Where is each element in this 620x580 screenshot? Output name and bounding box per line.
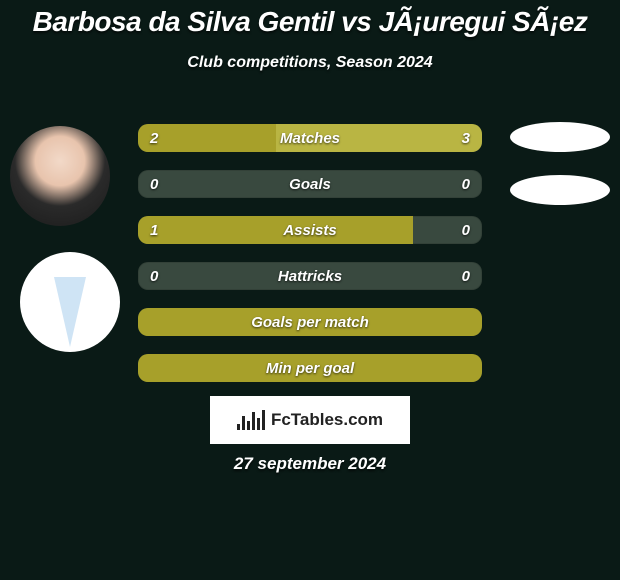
stat-label: Goals per match	[138, 308, 482, 336]
stat-row: 10Assists	[138, 216, 482, 244]
subtitle: Club competitions, Season 2024	[0, 54, 620, 72]
logo-text: FcTables.com	[271, 410, 383, 430]
comparison-card: Barbosa da Silva Gentil vs JÃ¡uregui SÃ¡…	[0, 0, 620, 580]
stat-label: Min per goal	[138, 354, 482, 382]
club-right-crest	[510, 175, 610, 205]
club-left-crest	[20, 252, 120, 352]
stat-label: Hattricks	[138, 262, 482, 290]
player-right-avatar	[510, 122, 610, 152]
logo-bars-icon	[237, 410, 265, 430]
site-logo: FcTables.com	[210, 396, 410, 444]
stat-label: Matches	[138, 124, 482, 152]
page-title: Barbosa da Silva Gentil vs JÃ¡uregui SÃ¡…	[0, 0, 620, 38]
stat-label: Assists	[138, 216, 482, 244]
stat-label: Goals	[138, 170, 482, 198]
stats-panel: 23Matches 00Goals 10Assists 00Hattricks Goal…	[138, 124, 482, 400]
stat-row: 23Matches	[138, 124, 482, 152]
stat-row: 00Hattricks	[138, 262, 482, 290]
stat-row: Goals per match	[138, 308, 482, 336]
stat-row: Min per goal	[138, 354, 482, 382]
stat-row: 00Goals	[138, 170, 482, 198]
date-label: 27 september 2024	[0, 454, 620, 474]
player-left-avatar	[10, 126, 110, 226]
